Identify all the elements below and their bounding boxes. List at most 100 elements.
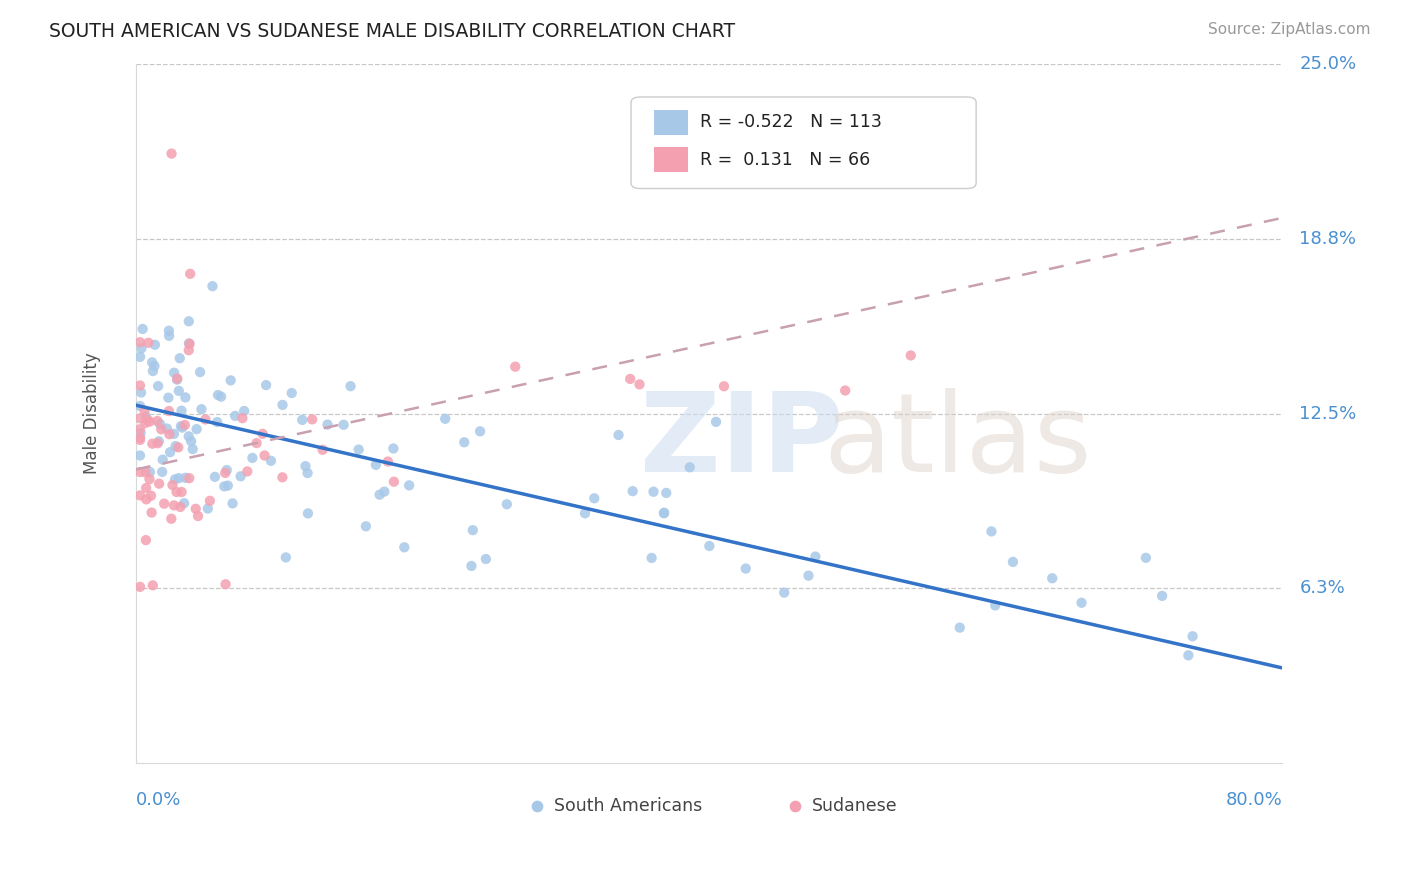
Point [141, 355, 163, 369]
Point [242, 450, 264, 465]
Point [174, 417, 197, 432]
Point [311, 442, 333, 457]
Point [900, 348, 922, 362]
Point [157, 404, 180, 418]
Point [209, 390, 232, 404]
Point [339, 379, 361, 393]
Point [253, 449, 276, 463]
Text: Source: ZipAtlas.com: Source: ZipAtlas.com [1208, 22, 1371, 37]
Point [221, 496, 243, 510]
Point [180, 434, 202, 449]
Point [177, 343, 200, 358]
Point [291, 413, 314, 427]
Point [149, 417, 172, 431]
Point [453, 435, 475, 450]
Point [574, 506, 596, 520]
Point [129, 488, 152, 502]
Text: R =  0.131   N = 66: R = 0.131 N = 66 [700, 151, 870, 169]
Point [184, 501, 207, 516]
Point [679, 460, 702, 475]
Point [159, 445, 181, 459]
Point [129, 425, 152, 440]
Point [142, 578, 165, 592]
Point [1001, 555, 1024, 569]
Point [135, 481, 157, 495]
Point [640, 550, 662, 565]
Point [468, 425, 491, 439]
Point [143, 359, 166, 373]
Point [804, 549, 827, 564]
Point [495, 497, 517, 511]
Point [129, 350, 152, 364]
Point [503, 359, 526, 374]
Point [434, 411, 457, 425]
Point [157, 328, 180, 343]
Point [704, 415, 727, 429]
Point [461, 523, 484, 537]
Point [190, 402, 212, 417]
Point [129, 399, 152, 413]
Point [1177, 648, 1199, 663]
Point [628, 377, 651, 392]
Point [198, 493, 221, 508]
Point [699, 539, 721, 553]
Text: R = -0.522   N = 113: R = -0.522 N = 113 [700, 113, 882, 131]
Point [157, 391, 180, 405]
Point [205, 415, 228, 429]
Point [129, 378, 152, 392]
Point [129, 411, 152, 425]
Point [297, 466, 319, 480]
Point [834, 384, 856, 398]
Point [260, 454, 283, 468]
Point [619, 372, 641, 386]
Point [233, 404, 256, 418]
Point [146, 414, 169, 428]
Point [163, 472, 186, 486]
Point [153, 497, 176, 511]
Point [229, 469, 252, 483]
Point [231, 411, 253, 425]
Point [160, 512, 183, 526]
Point [135, 409, 157, 424]
Text: 0.0%: 0.0% [136, 791, 181, 809]
Point [347, 442, 370, 457]
Text: 12.5%: 12.5% [1299, 405, 1357, 423]
Point [187, 509, 209, 524]
Text: South Americans: South Americans [554, 797, 703, 815]
Point [139, 415, 162, 429]
Point [377, 454, 399, 468]
Point [316, 417, 339, 432]
Point [217, 478, 239, 492]
Point [148, 476, 170, 491]
Point [280, 386, 302, 401]
Point [139, 489, 162, 503]
Point [172, 420, 194, 434]
Point [174, 391, 197, 405]
Point [252, 426, 274, 441]
Point [177, 314, 200, 328]
Point [179, 267, 201, 281]
Point [224, 409, 246, 423]
Point [139, 465, 162, 479]
Point [131, 322, 153, 336]
Point [146, 379, 169, 393]
Point [181, 442, 204, 456]
Point [177, 336, 200, 351]
Text: atlas: atlas [824, 388, 1092, 495]
Point [475, 552, 498, 566]
Point [129, 431, 152, 445]
Point [201, 279, 224, 293]
Point [949, 621, 972, 635]
FancyBboxPatch shape [631, 97, 976, 188]
Point [167, 441, 190, 455]
Point [984, 599, 1007, 613]
Point [142, 364, 165, 378]
Point [129, 385, 152, 400]
Point [294, 459, 316, 474]
Point [1135, 550, 1157, 565]
Point [174, 471, 197, 485]
Point [129, 433, 152, 447]
Point [460, 558, 482, 573]
Point [354, 519, 377, 533]
Point [177, 429, 200, 443]
